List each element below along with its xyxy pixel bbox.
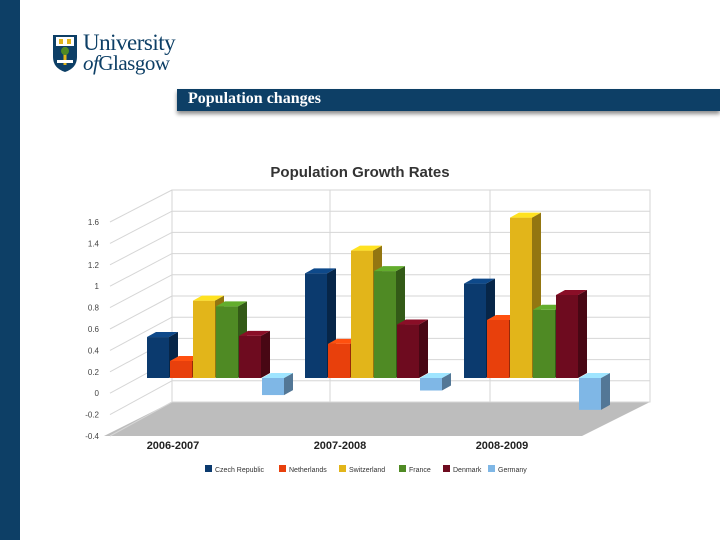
bar-top <box>556 289 587 295</box>
legend-swatch <box>443 465 450 472</box>
gridline-side <box>109 380 173 416</box>
gridline-side <box>109 210 173 244</box>
bar-czech-republic <box>305 273 327 378</box>
bar-top <box>579 373 610 378</box>
bar-top <box>464 278 495 284</box>
bar-side <box>578 289 587 378</box>
title-banner: Population changes <box>177 89 720 111</box>
logo-of-text: of <box>83 51 99 75</box>
y-tick-label: 1.2 <box>88 261 100 270</box>
y-tick-label: 0.8 <box>88 304 100 313</box>
slide-title: Population changes <box>188 90 321 107</box>
legend-label: Czech Republic <box>215 467 265 474</box>
left-accent-bar <box>0 0 20 540</box>
gridline-side <box>109 189 173 223</box>
bar-denmark <box>397 324 419 378</box>
bar-france <box>216 306 238 378</box>
gridline-side <box>109 231 173 266</box>
bar-france <box>533 309 555 378</box>
bar-side <box>601 373 610 410</box>
bar-netherlands <box>170 360 192 378</box>
bar-top <box>216 301 247 307</box>
bar-top <box>262 373 293 378</box>
legend-swatch <box>488 465 495 472</box>
bar-top <box>239 330 270 336</box>
x-category-label: 2008-2009 <box>476 440 529 452</box>
x-category-label: 2006-2007 <box>147 440 200 452</box>
legend-swatch <box>279 465 286 472</box>
university-crest-icon <box>53 35 77 72</box>
bar-switzerland <box>193 300 215 378</box>
y-tick-label: -0.2 <box>85 411 99 420</box>
logo-glasgow-text: ofGlasgow <box>83 51 170 76</box>
y-tick-label: -0.4 <box>85 432 99 441</box>
gridline-side <box>109 316 173 351</box>
bar-switzerland <box>351 250 373 378</box>
gridline-side <box>109 274 173 309</box>
gridline-side <box>109 401 173 437</box>
bar-top <box>193 295 224 301</box>
legend-label: Netherlands <box>289 467 327 474</box>
bar-top <box>397 319 428 325</box>
logo-university-text: University <box>83 30 176 55</box>
y-tick-label: 1 <box>95 282 100 291</box>
bar-side <box>261 330 270 378</box>
bar-switzerland <box>510 217 532 378</box>
legend-label: Switzerland <box>349 467 385 474</box>
bar-germany <box>420 378 442 391</box>
bar-top <box>510 212 541 218</box>
bar-netherlands <box>328 343 350 378</box>
university-logo: University ofGlasgow <box>52 30 182 77</box>
bar-denmark <box>239 335 261 378</box>
bar-germany <box>262 378 284 396</box>
chart-floor <box>104 402 650 436</box>
legend-label: France <box>409 467 431 474</box>
bar-side <box>419 319 428 378</box>
y-tick-label: 1.4 <box>88 239 100 248</box>
bar-germany <box>579 378 601 410</box>
legend-swatch <box>205 465 212 472</box>
y-tick-label: 0.2 <box>88 368 100 377</box>
y-tick-label: 1.6 <box>88 218 100 227</box>
bar-top <box>420 373 451 378</box>
bar-top <box>305 268 336 274</box>
bar-netherlands <box>487 319 509 378</box>
bar-czech-republic <box>147 337 169 378</box>
logo-name-text: Glasgow <box>98 51 170 75</box>
legend-label: Germany <box>498 467 527 474</box>
gridline-side <box>109 295 173 330</box>
y-tick-label: 0.4 <box>88 346 100 355</box>
legend-swatch <box>339 465 346 472</box>
bar-side <box>284 373 293 396</box>
legend-label: Denmark <box>453 467 482 474</box>
y-tick-label: 0.6 <box>88 325 100 334</box>
chart-title: Population Growth Rates <box>270 164 449 181</box>
gridline-side <box>109 253 173 287</box>
bar-denmark <box>556 294 578 378</box>
legend-swatch <box>399 465 406 472</box>
bar-top <box>374 266 405 272</box>
y-tick-label: 0 <box>95 389 100 398</box>
bar-czech-republic <box>464 283 486 378</box>
x-category-label: 2007-2008 <box>314 440 367 452</box>
bar-france <box>374 271 396 378</box>
bar-top <box>351 245 382 251</box>
bar-top <box>147 332 178 338</box>
bar-side <box>442 373 451 391</box>
